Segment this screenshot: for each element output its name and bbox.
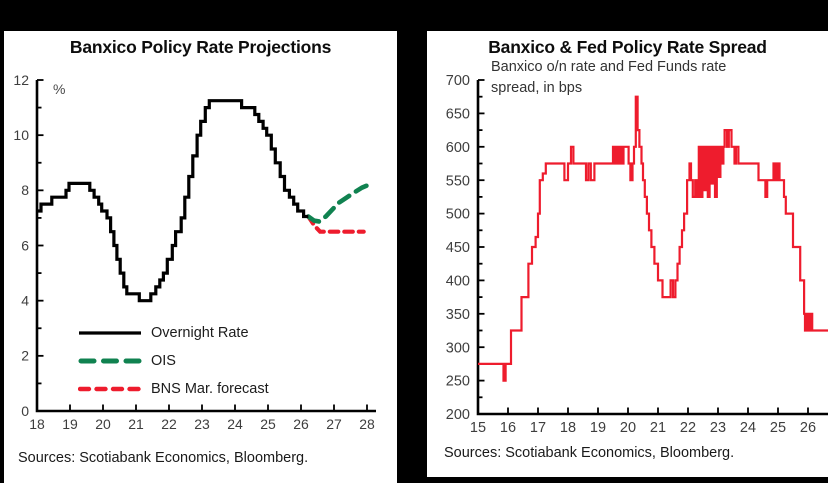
x-tick-label: 22 bbox=[680, 420, 696, 436]
right-chart-annotation: Banxico o/n rate and Fed Funds rate spre… bbox=[491, 57, 791, 98]
x-tick-label: 25 bbox=[770, 420, 786, 436]
right-chart-sources: Sources: Scotiabank Economics, Bloomberg… bbox=[444, 445, 735, 461]
y-tick-label: 8 bbox=[21, 182, 29, 198]
right-chart-title: Banxico & Fed Policy Rate Spread bbox=[488, 37, 767, 57]
x-tick-label: 24 bbox=[227, 416, 243, 432]
x-tick-label: 18 bbox=[29, 416, 45, 432]
x-tick-label: 24 bbox=[740, 420, 756, 436]
series-overnight-rate bbox=[37, 99, 309, 303]
y-tick-label: 10 bbox=[13, 127, 29, 143]
x-tick-label: 26 bbox=[293, 416, 309, 432]
rate-spread-chart: 200 250 300 350 400 450 500 550 600 650 700 15 16 17 1… bbox=[446, 73, 828, 436]
x-tick-label: 15 bbox=[470, 420, 486, 436]
x-tick-label: 18 bbox=[560, 420, 576, 436]
legend-item-overnight-rate: Overnight Rate bbox=[78, 319, 269, 347]
left-chart-title: Banxico Policy Rate Projections bbox=[69, 37, 332, 57]
legend-label-overnight-rate: Overnight Rate bbox=[151, 325, 249, 341]
x-tick-label: 21 bbox=[128, 416, 144, 432]
left-chart-sources: Sources: Scotiabank Economics, Bloomberg… bbox=[18, 450, 309, 466]
y-axis-unit-label: % bbox=[53, 81, 66, 97]
y-tick-label: 200 bbox=[446, 407, 470, 423]
x-tick-label: 28 bbox=[359, 416, 375, 432]
y-tick-label: 2 bbox=[21, 348, 29, 364]
right-chart-panel: Banxico & Fed Policy Rate Spread Banxico… bbox=[427, 31, 828, 477]
x-tick-label: 17 bbox=[530, 420, 546, 436]
x-tick-label: 19 bbox=[590, 420, 606, 436]
series-banxico-o-n-rate-and-fed-funds-rate-spread bbox=[478, 95, 828, 382]
legend-item-ois: OIS bbox=[78, 347, 269, 375]
green-dashed-line-icon bbox=[78, 358, 142, 364]
x-tick-label: 20 bbox=[620, 420, 636, 436]
y-tick-label: 650 bbox=[446, 106, 470, 122]
y-tick-label: 12 bbox=[13, 72, 29, 88]
x-tick-label: 25 bbox=[260, 416, 276, 432]
x-tick-label: 16 bbox=[500, 420, 516, 436]
x-tick-label: 22 bbox=[161, 416, 177, 432]
annotation-line-2: spread, in bps bbox=[491, 79, 583, 96]
y-tick-label: 550 bbox=[446, 173, 470, 189]
y-tick-label: 0 bbox=[21, 403, 29, 419]
legend-label-bns-forecast: BNS Mar. forecast bbox=[151, 381, 269, 397]
y-tick-label: 600 bbox=[446, 140, 470, 156]
x-tick-label: 19 bbox=[62, 416, 78, 432]
y-tick-label: 700 bbox=[446, 73, 470, 89]
x-tick-label: 21 bbox=[650, 420, 666, 436]
left-chart-legend: Overnight Rate OIS BNS Mar. forecast bbox=[78, 319, 269, 403]
y-tick-label: 300 bbox=[446, 340, 470, 356]
solid-line-icon bbox=[79, 331, 141, 335]
x-tick-label: 26 bbox=[800, 420, 816, 436]
annotation-line-1: Banxico o/n rate and Fed Funds rate bbox=[491, 59, 727, 75]
y-tick-label: 350 bbox=[446, 307, 470, 323]
series-ois bbox=[306, 182, 371, 224]
y-tick-label: 250 bbox=[446, 374, 470, 390]
y-tick-label: 500 bbox=[446, 207, 470, 223]
x-tick-label: 23 bbox=[710, 420, 726, 436]
x-tick-label: 20 bbox=[95, 416, 111, 432]
red-dashed-line-icon bbox=[78, 386, 142, 392]
x-tick-label: 27 bbox=[326, 416, 342, 432]
legend-label-ois: OIS bbox=[151, 353, 176, 369]
y-tick-label: 6 bbox=[21, 237, 29, 253]
y-tick-label: 4 bbox=[21, 293, 29, 309]
legend-item-bns-forecast: BNS Mar. forecast bbox=[78, 375, 269, 403]
y-tick-label: 450 bbox=[446, 240, 470, 256]
y-tick-label: 400 bbox=[446, 273, 470, 289]
x-tick-label: 23 bbox=[194, 416, 210, 432]
